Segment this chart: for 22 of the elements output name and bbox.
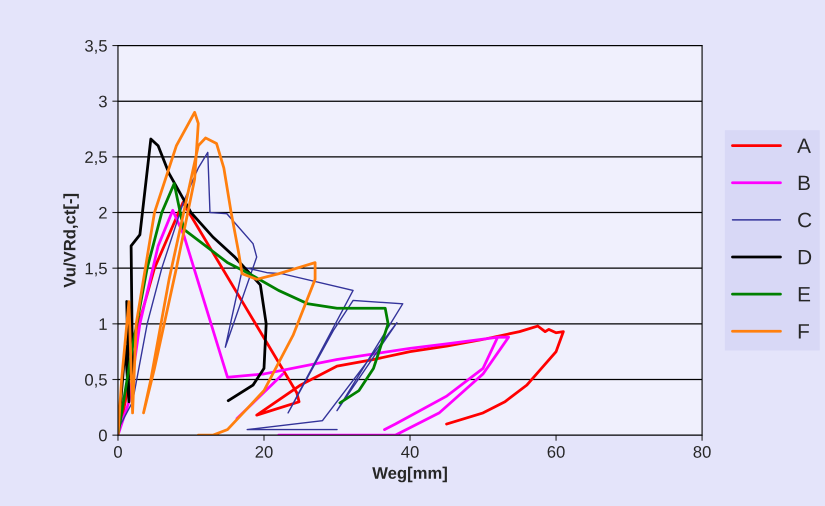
y-tick-label: 3 <box>98 96 107 108</box>
y-tick-label: 0,5 <box>85 374 107 388</box>
legend-label: D <box>798 250 812 264</box>
line-series <box>118 110 316 436</box>
legend-label: E <box>798 287 810 302</box>
y-tick-label: 0 <box>98 430 107 442</box>
y-tick-label: 2 <box>99 206 107 219</box>
y-axis-title: Vu/VRd,ct[-] <box>63 194 79 288</box>
legend-label: F <box>798 324 809 339</box>
y-tick-label: 1,5 <box>86 262 107 276</box>
x-axis-title: Weg[mm] <box>372 466 447 482</box>
legend-label: B <box>798 176 810 190</box>
legend-label: C <box>798 212 812 228</box>
x-tick-label: 60 <box>548 446 565 458</box>
y-tick-label: 3,5 <box>85 40 107 54</box>
legend-label: A <box>797 138 811 153</box>
x-tick-label: 80 <box>694 446 711 458</box>
y-tick-label: 1 <box>100 318 107 330</box>
x-tick-label: 0 <box>114 446 122 458</box>
y-tick-label: 2,5 <box>85 151 107 166</box>
x-tick-label: 20 <box>256 446 273 458</box>
x-tick-label: 40 <box>401 446 419 458</box>
